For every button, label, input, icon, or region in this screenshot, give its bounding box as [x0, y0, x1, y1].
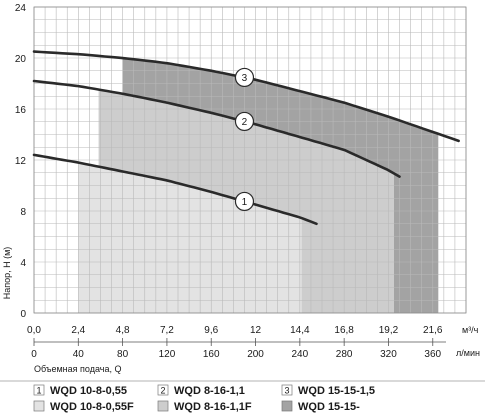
- x-tick-label: 14,4: [290, 325, 310, 336]
- legend-item-label: WQD 8-16-1,1F: [174, 401, 252, 413]
- x-tick-label: 16,8: [334, 325, 354, 336]
- x-tick-label: 9,6: [204, 325, 218, 336]
- legend-swatch: [157, 384, 169, 396]
- x2-tick-label: 80: [117, 349, 129, 360]
- legend-badge-number: 3: [284, 386, 289, 396]
- x2-tick-label: 360: [424, 349, 441, 360]
- y-axis-title: Напор, H (м): [2, 247, 12, 300]
- x-axis-ticks: 0,0 2,4 4,8 7,2 9,6 12 14,4 16,8 19,2 21,6: [27, 325, 443, 336]
- operating-region-1: [78, 162, 302, 313]
- legend-swatch: [157, 400, 169, 412]
- legend-badge-number: 1: [36, 386, 41, 396]
- curve-badge-label: 3: [242, 73, 248, 84]
- y-tick-label: 12: [15, 156, 27, 167]
- x-tick-label: 21,6: [423, 325, 443, 336]
- curve-number-badges: 1 2 3: [234, 67, 255, 212]
- x-tick-label: 12: [250, 325, 262, 336]
- curve-badge-1: [234, 191, 255, 212]
- x2-tick-label: 0: [31, 349, 37, 360]
- y-tick-label: 0: [20, 309, 26, 320]
- x-tick-label: 19,2: [379, 325, 399, 336]
- x2-tick-label: 160: [203, 349, 220, 360]
- legend-item-label: WQD 15-15-1,5: [298, 385, 375, 397]
- y-tick-label: 24: [15, 3, 27, 14]
- plot-frame: [33, 6, 467, 314]
- y-tick-label: 16: [15, 105, 27, 116]
- legend-item-label: WQD 10-8-0,55: [50, 385, 127, 397]
- legend-item-label: WQD 10-8-0,55F: [50, 401, 134, 413]
- x-tick-label: 2,4: [71, 325, 85, 336]
- curve-badge-label: 1: [242, 197, 248, 208]
- x-tick-label: 4,8: [116, 325, 130, 336]
- curve-badge-label: 2: [242, 117, 248, 128]
- legend-swatch: [33, 400, 45, 412]
- legend: 1 WQD 10-8-0,55 2 WQD 8-16-1,1 3 WQD 15-15-1,…: [0, 380, 485, 413]
- legend-swatch: [33, 384, 45, 396]
- legend-badge-number: 2: [160, 386, 165, 396]
- x2-tick-label: 280: [336, 349, 353, 360]
- y-tick-label: 4: [20, 258, 26, 269]
- y-tick-label: 20: [15, 54, 27, 65]
- x2-tick-label: 240: [292, 349, 309, 360]
- legend-swatch: [281, 384, 293, 396]
- x2-axis-unit: л/мин: [456, 348, 480, 358]
- x-axis-unit: м³/ч: [462, 325, 479, 335]
- x2-tick-label: 40: [73, 349, 85, 360]
- y-tick-label: 8: [20, 207, 26, 218]
- legend-swatch: [281, 400, 293, 412]
- curve-badge-2: [234, 111, 255, 132]
- x2-tick-label: 120: [159, 349, 176, 360]
- curve-2: [32, 79, 401, 178]
- legend-item-label: WQD 15-15-: [298, 401, 360, 413]
- y-axis-ticks: 0 4 8 12 16 20 24: [15, 3, 27, 320]
- x2-tick-label: 320: [380, 349, 397, 360]
- curve-badge-3: [234, 67, 255, 88]
- x-axis-title: Объемная подача, Q: [34, 364, 121, 374]
- x-tick-label: 0,0: [27, 325, 41, 336]
- legend-item-label: WQD 8-16-1,1: [174, 385, 245, 397]
- x-tick-label: 7,2: [160, 325, 174, 336]
- curve-1: [32, 153, 318, 226]
- x2-axis-ticks: 0 40 80 120 160 200 240 280 320 360: [31, 338, 446, 360]
- x2-tick-label: 200: [247, 349, 264, 360]
